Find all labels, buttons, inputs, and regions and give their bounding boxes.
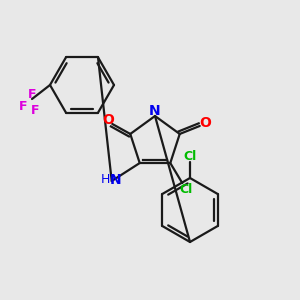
Text: F: F: [31, 104, 39, 118]
Text: Cl: Cl: [180, 182, 193, 196]
Text: N: N: [110, 173, 122, 187]
Text: F: F: [19, 100, 27, 112]
Text: O: O: [199, 116, 211, 130]
Text: H: H: [101, 172, 110, 185]
Text: F: F: [28, 88, 36, 100]
Text: N: N: [149, 104, 161, 118]
Text: Cl: Cl: [183, 149, 196, 163]
Text: O: O: [102, 113, 114, 127]
